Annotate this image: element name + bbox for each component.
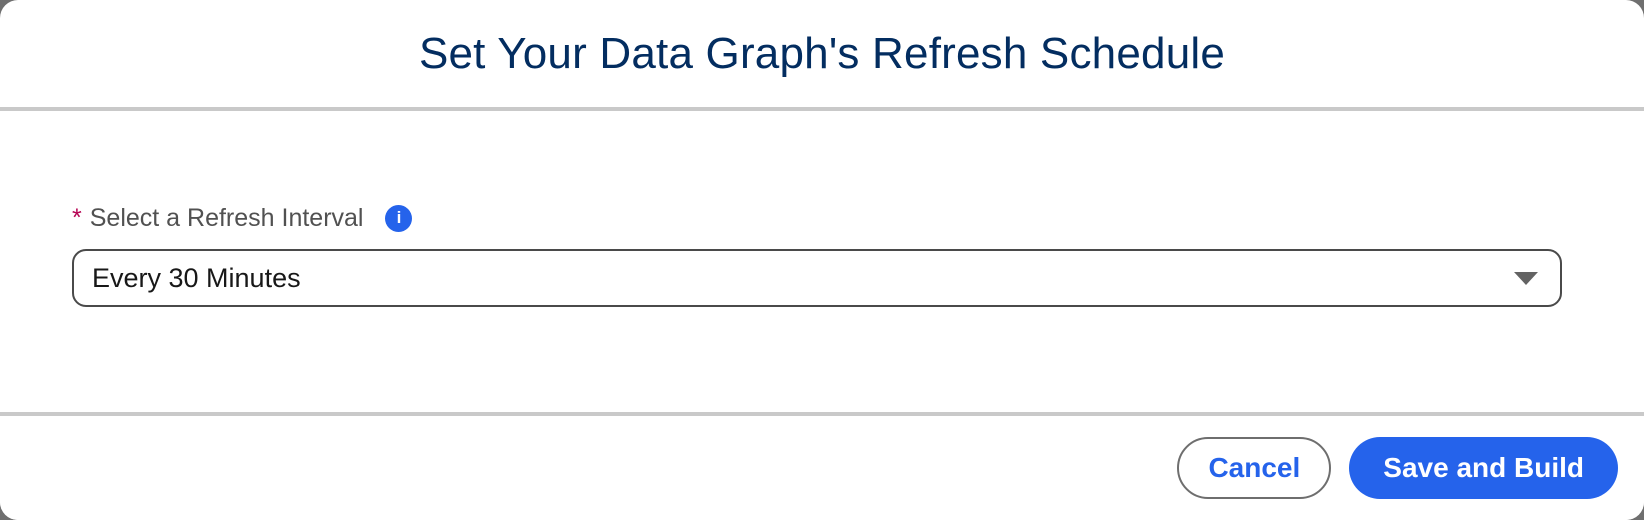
cancel-button[interactable]: Cancel (1177, 437, 1332, 499)
save-and-build-button[interactable]: Save and Build (1349, 437, 1618, 499)
modal-header: Set Your Data Graph's Refresh Schedule (0, 0, 1644, 111)
info-icon[interactable]: i (385, 204, 413, 232)
chevron-down-icon (1514, 272, 1538, 285)
modal-title: Set Your Data Graph's Refresh Schedule (418, 28, 1226, 78)
info-icon-glyph: i (396, 207, 402, 227)
required-asterisk: * (72, 204, 82, 232)
modal-body: * Select a Refresh Interval i Every 30 M… (0, 111, 1644, 412)
refresh-interval-select[interactable]: Every 30 Minutes (72, 249, 1562, 307)
refresh-interval-field-label-row: * Select a Refresh Interval i (72, 203, 1572, 233)
field-label: Select a Refresh Interval (89, 204, 364, 232)
modal-footer: Cancel Save and Build (0, 412, 1644, 520)
refresh-interval-selected-value: Every 30 Minutes (92, 262, 301, 293)
